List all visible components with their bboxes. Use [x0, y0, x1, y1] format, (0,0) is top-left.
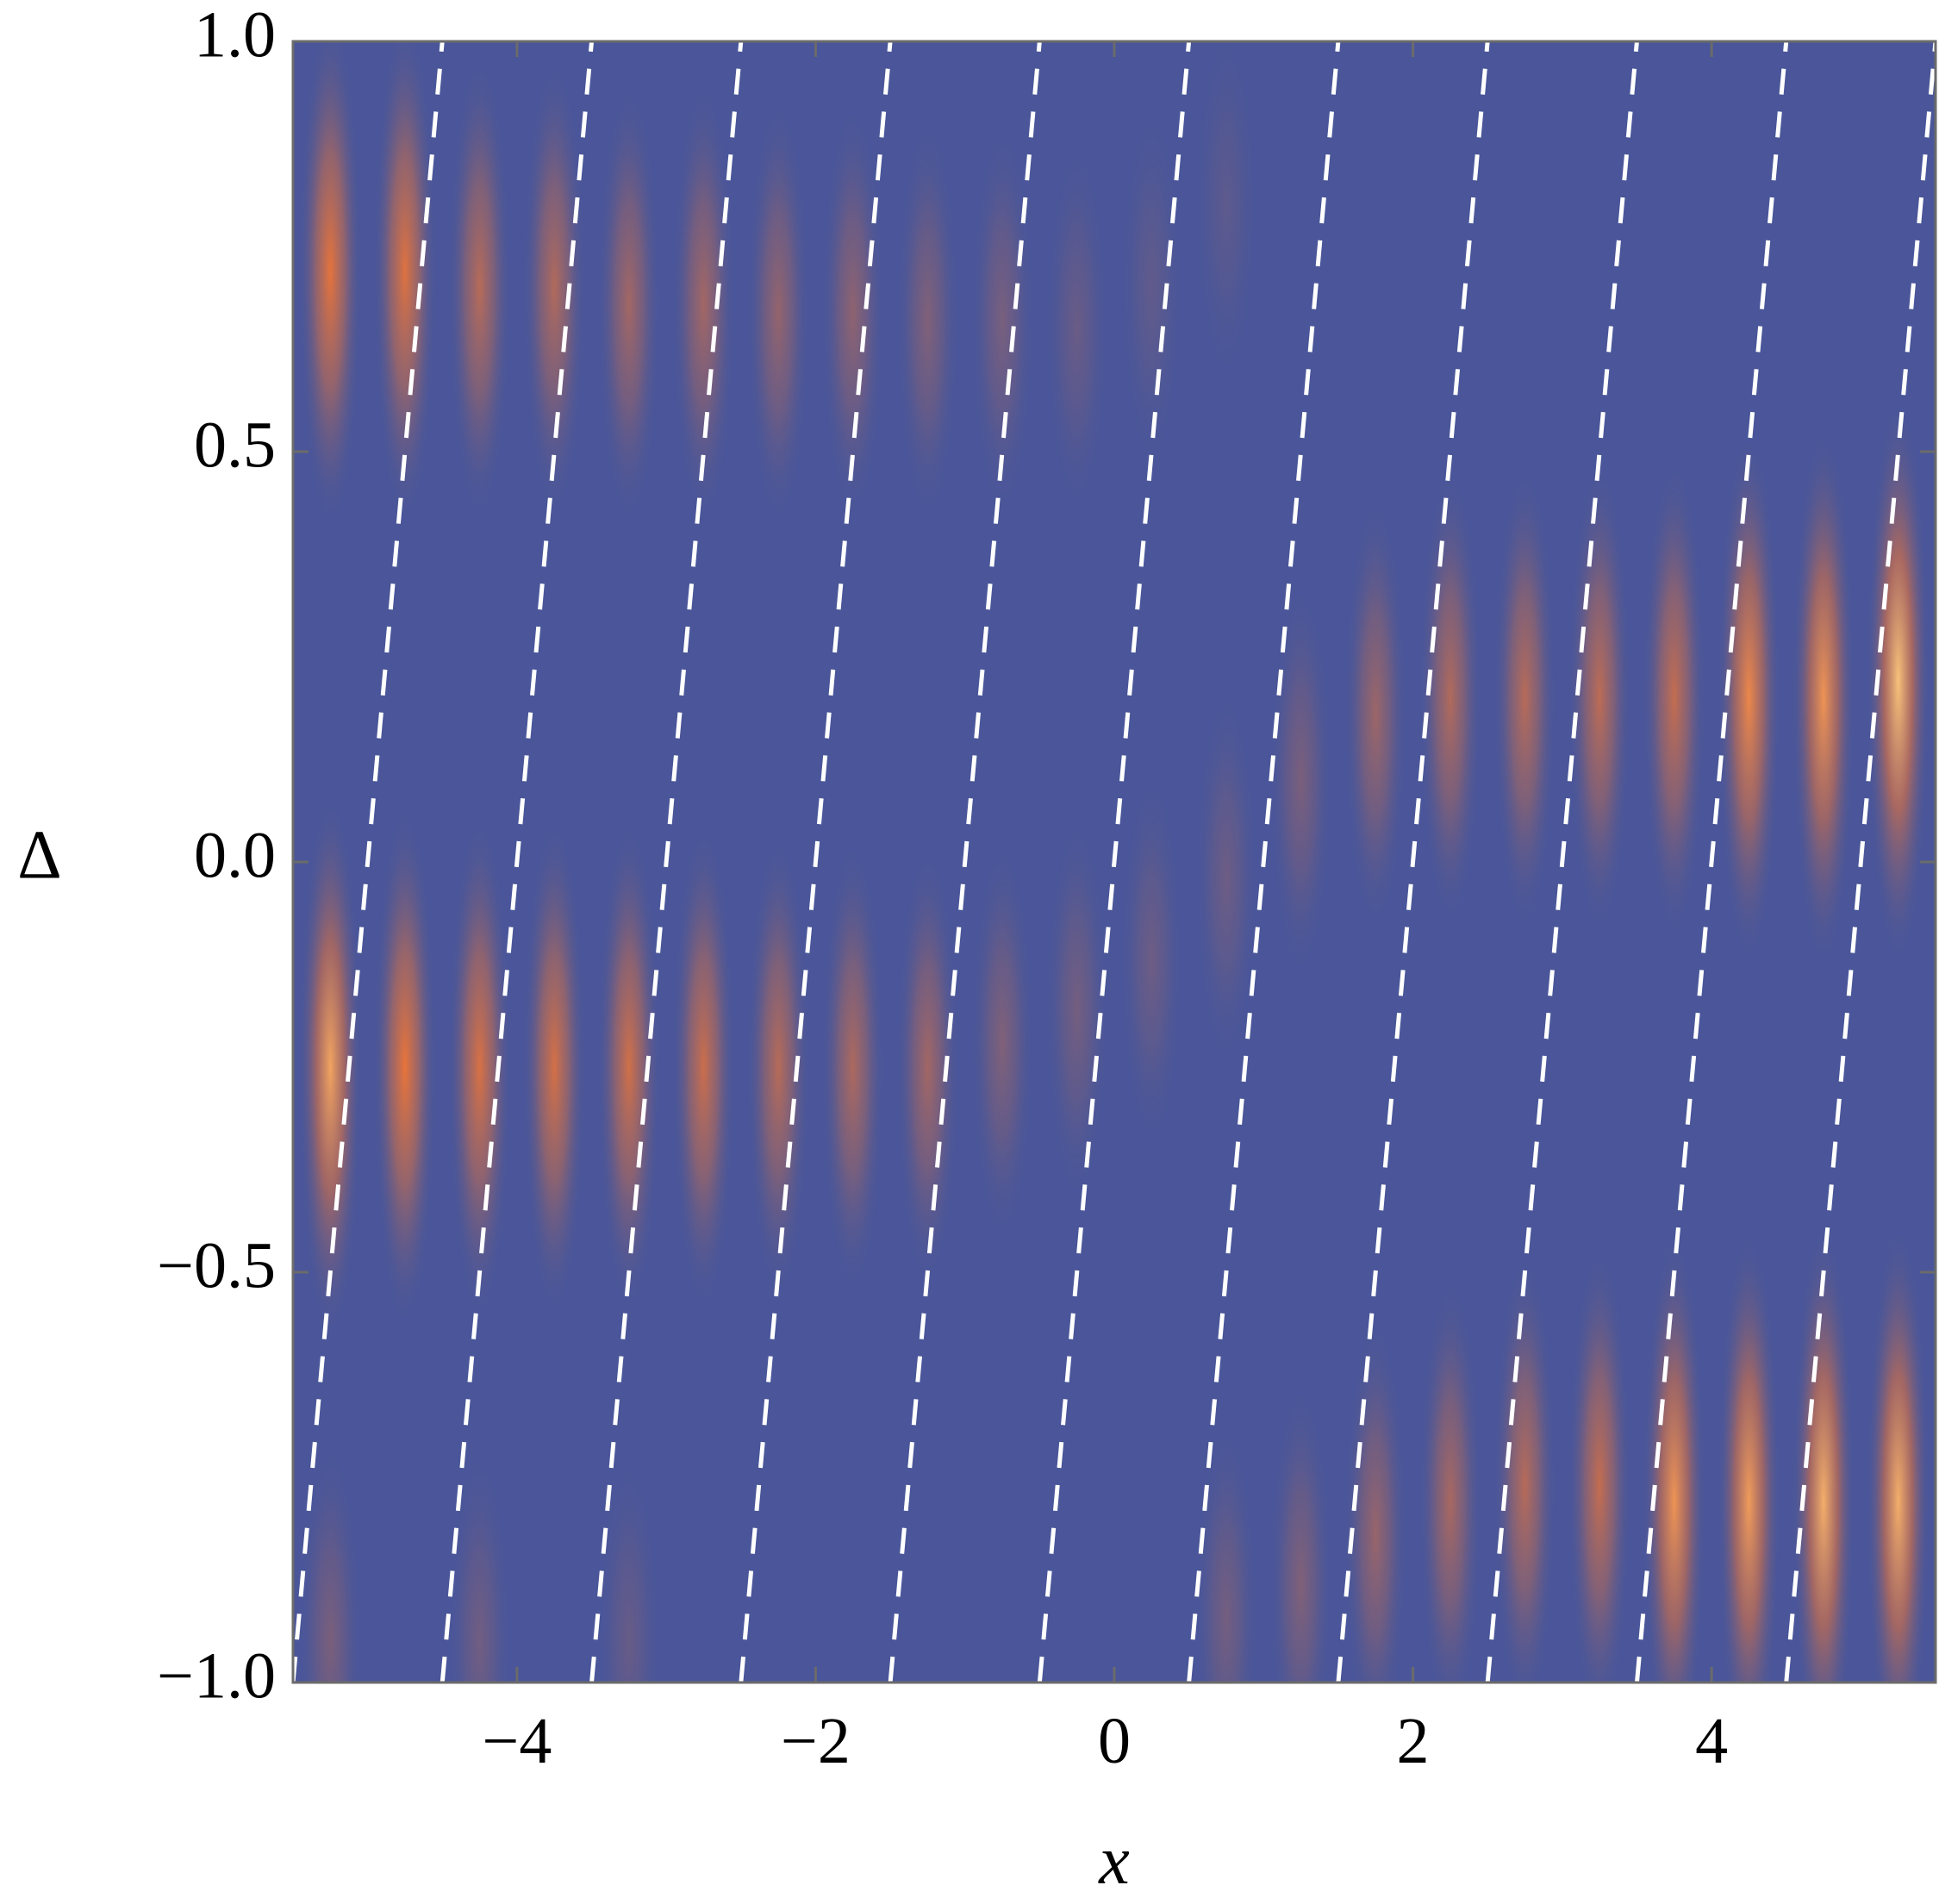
heatmap-blob: [1718, 1228, 1780, 1682]
heatmap-blob: [1418, 467, 1482, 929]
heatmap-blob: [1194, 1420, 1258, 1682]
heatmap-blob: [821, 100, 885, 524]
x-tick-label: 2: [1397, 1705, 1430, 1777]
heatmap-blob: [298, 791, 362, 1343]
y-tick-label: −1.0: [157, 1639, 276, 1712]
y-tick-label: 1.0: [194, 0, 276, 71]
y-tick-label: −0.5: [157, 1229, 276, 1302]
dashed-guide-lines: [293, 41, 1936, 1682]
dashed-line: [589, 41, 744, 1682]
heatmap-blob: [1643, 456, 1706, 940]
y-tick-label: 0.0: [194, 819, 276, 891]
heatmap-blob: [672, 821, 735, 1313]
heatmap-blob: [1045, 812, 1109, 1207]
dashed-line: [1784, 41, 1936, 1682]
heatmap-blob: [821, 839, 885, 1295]
heatmap-blob: [448, 53, 511, 522]
heatmap-blob: [373, 41, 437, 528]
heatmap-blob: [672, 81, 735, 528]
x-tick-label: 0: [1098, 1705, 1131, 1777]
heatmap-blob: [597, 1451, 661, 1682]
heatmap-blob: [1418, 1276, 1482, 1682]
heatmap-blobs: [298, 41, 1930, 1682]
dashed-line: [1634, 41, 1789, 1682]
y-axis-ticks: −1.0 −0.5 0.0 0.5 1.0: [157, 0, 1936, 1712]
heatmap-blob: [597, 81, 661, 528]
x-tick-label: −2: [781, 1705, 851, 1777]
x-tick-label: 4: [1695, 1705, 1728, 1777]
heatmap-blob: [448, 814, 511, 1320]
heatmap-blob: [1119, 767, 1183, 1153]
heatmap-blob: [970, 839, 1034, 1246]
heatmap-blob: [1792, 427, 1855, 970]
heatmap-blob: [1269, 579, 1332, 981]
heatmap-blob: [746, 833, 810, 1302]
heatmap-blob: [1493, 1252, 1556, 1682]
heatmap-blob: [522, 57, 586, 519]
plot-area: [291, 40, 1937, 1684]
heatmap-blob: [373, 805, 437, 1329]
heatmap-blob: [298, 41, 362, 531]
heatmap-blob: [746, 97, 810, 528]
heatmap-blob: [522, 816, 586, 1318]
x-tick-label: −4: [482, 1705, 552, 1777]
heatmap-blob: [1568, 1244, 1631, 1682]
heatmap-blob: [597, 818, 661, 1316]
heatmap-blob: [1194, 41, 1258, 390]
heatmap-blob: [1792, 1223, 1855, 1682]
heatmap-blob: [1194, 685, 1258, 1071]
heatmap-blob: [1867, 396, 1930, 966]
heatmap-blob: [1568, 460, 1631, 935]
dashed-line: [1336, 41, 1490, 1682]
y-axis-title: Δ: [17, 817, 61, 893]
heatmap-blob: [970, 121, 1034, 520]
x-axis-title: x: [1098, 1823, 1130, 1899]
dashed-line: [440, 41, 595, 1682]
dashed-line: [293, 41, 445, 1682]
heatmap-blob: [1269, 1380, 1332, 1682]
dashed-line: [888, 41, 1042, 1682]
dashed-line: [1037, 41, 1192, 1682]
heatmap-blob: [448, 1446, 511, 1682]
heatmap-blob: [1867, 1223, 1930, 1682]
dashed-line: [1485, 41, 1639, 1682]
heatmap-blob: [1119, 102, 1183, 474]
heatmap-blob: [1045, 138, 1109, 519]
heatmap-blob: [1493, 464, 1556, 933]
heatmap-blob: [1344, 495, 1407, 934]
heatmap-blob: [1718, 430, 1780, 966]
dashed-line: [1187, 41, 1341, 1682]
heatmap-blob: [298, 1440, 362, 1682]
dashed-line: [739, 41, 893, 1682]
heatmap-blob: [896, 116, 959, 525]
x-axis-ticks: −4 −2 0 2 4: [482, 41, 1728, 1777]
y-tick-label: 0.5: [194, 409, 276, 481]
heatmap-blob: [896, 844, 959, 1290]
heatmap-blob: [1344, 1317, 1407, 1682]
heatmap-blob: [1643, 1231, 1706, 1682]
